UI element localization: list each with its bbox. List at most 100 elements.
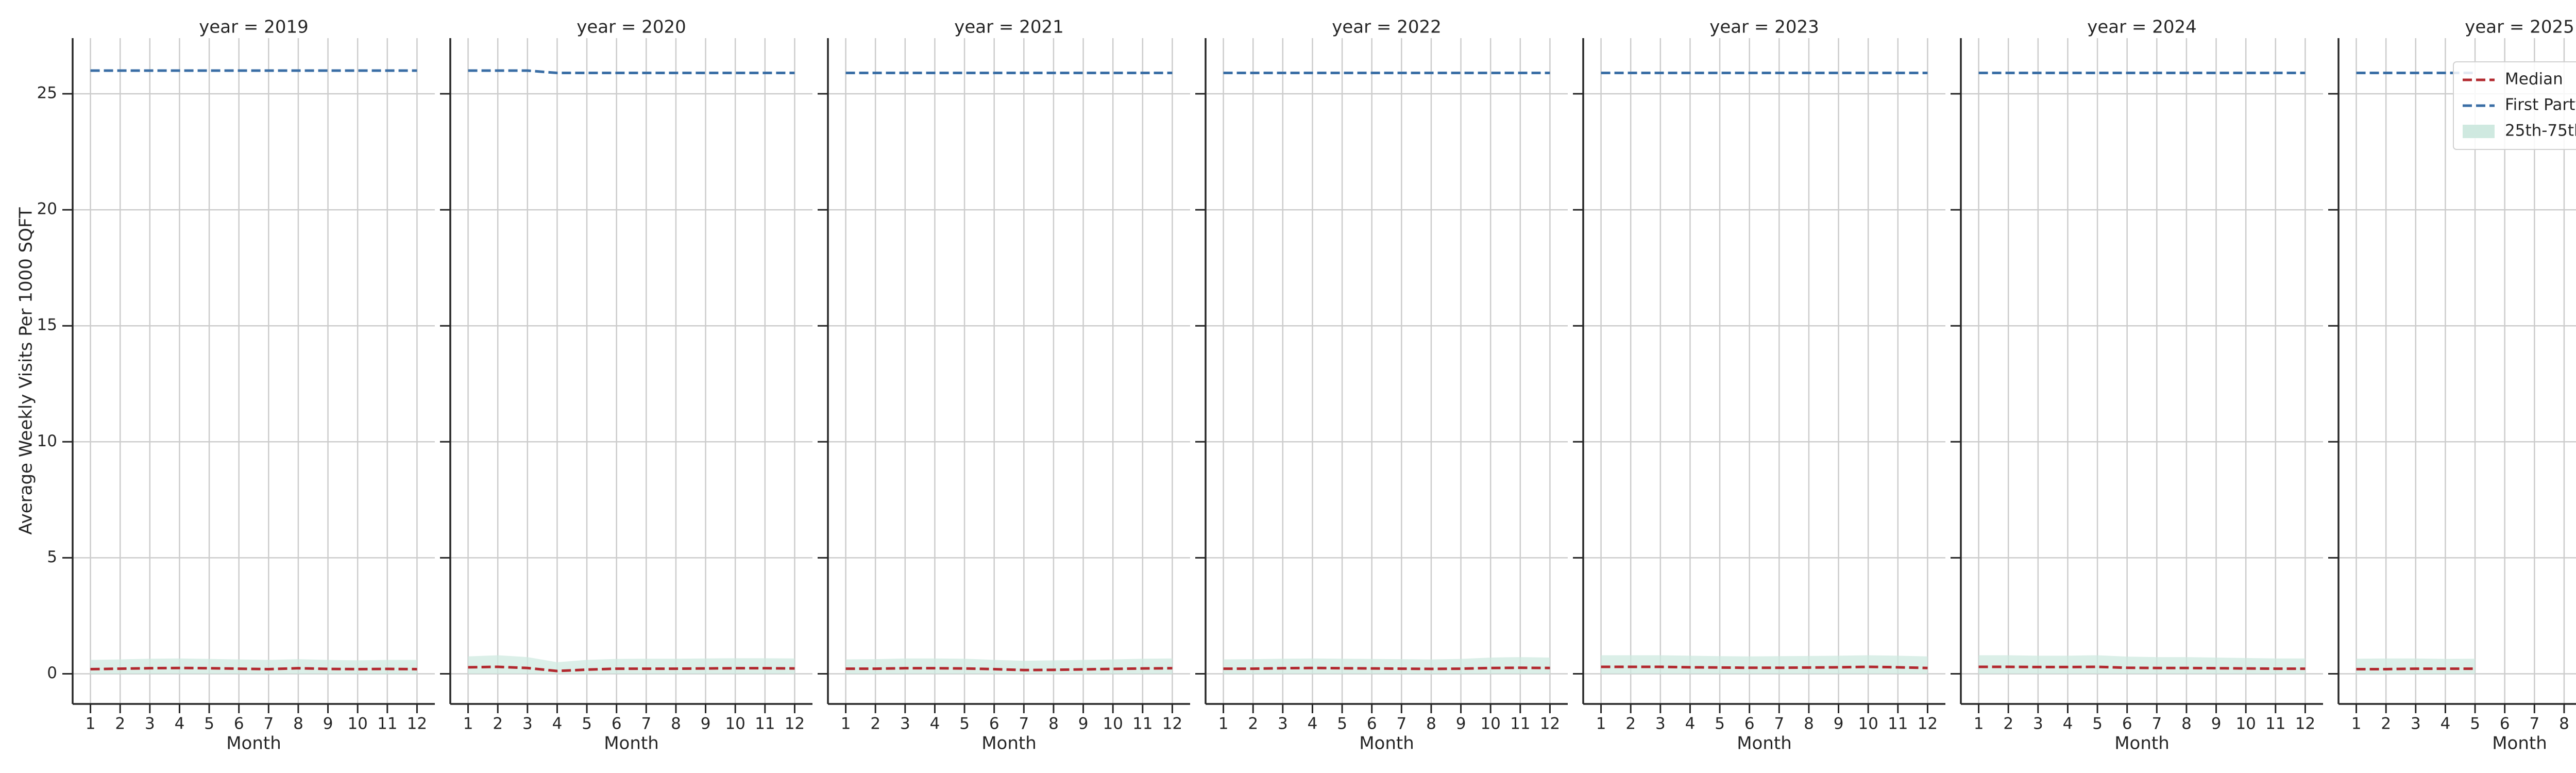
x-axis-label: Month (1359, 733, 1414, 754)
x-tick-label: 12 (1162, 715, 1182, 733)
x-tick-label: 12 (785, 715, 805, 733)
x-tick-label: 7 (641, 715, 651, 733)
x-tick-label: 6 (234, 715, 244, 733)
x-tick-label: 9 (701, 715, 711, 733)
x-tick-label: 7 (1774, 715, 1784, 733)
x-tick-label: 9 (323, 715, 333, 733)
line (468, 665, 795, 673)
x-tick-label: 9 (1078, 715, 1089, 733)
x-tick-label: 3 (522, 715, 533, 733)
x-tick-label: 4 (930, 715, 940, 733)
y-tick-label: 10 (37, 432, 57, 450)
x-tick-label: 6 (612, 715, 622, 733)
x-tick-label: 9 (1834, 715, 1844, 733)
x-tick-label: 5 (1715, 715, 1725, 733)
y-axis-label: Average Weekly Visits Per 1000 SQFT (16, 207, 37, 535)
x-tick-label: 1 (463, 715, 473, 733)
percentile-band (90, 658, 417, 674)
x-tick-label: 2 (1248, 715, 1258, 733)
x-tick-label: 8 (671, 715, 681, 733)
x-tick-label: 2 (115, 715, 125, 733)
x-tick-label: 1 (1596, 715, 1606, 733)
y-tick-label: 0 (47, 664, 57, 682)
x-tick-label: 10 (347, 715, 367, 733)
line (1601, 665, 1928, 669)
x-tick-label: 7 (2151, 715, 2162, 733)
percentile-band (2356, 658, 2476, 674)
x-tick-label: 4 (1308, 715, 1318, 733)
y-tick-label: 25 (37, 84, 57, 103)
x-tick-label: 5 (204, 715, 214, 733)
x-axis-label: Month (981, 733, 1037, 754)
panel-title: year = 2023 (1709, 17, 1819, 38)
x-tick-label: 3 (900, 715, 910, 733)
x-tick-label: 7 (263, 715, 274, 733)
x-tick-label: 9 (1456, 715, 1466, 733)
x-tick-label: 5 (582, 715, 592, 733)
x-tick-label: 3 (1655, 715, 1666, 733)
x-tick-label: 6 (1367, 715, 1377, 733)
legend-swatch (2463, 125, 2495, 138)
x-tick-label: 4 (2063, 715, 2073, 733)
x-tick-label: 12 (1540, 715, 1560, 733)
x-tick-label: 5 (959, 715, 970, 733)
panel-title: year = 2021 (954, 17, 1063, 38)
legend-label: First Party Median (2505, 96, 2576, 114)
percentile-band (1978, 655, 2306, 674)
x-tick-label: 11 (2265, 715, 2285, 733)
x-tick-label: 8 (2181, 715, 2192, 733)
x-tick-label: 4 (2441, 715, 2451, 733)
x-tick-label: 11 (1888, 715, 1908, 733)
percentile-band (1601, 655, 1928, 674)
x-tick-label: 4 (175, 715, 185, 733)
x-tick-label: 1 (841, 715, 851, 733)
x-tick-label: 3 (2411, 715, 2421, 733)
x-tick-label: 11 (377, 715, 397, 733)
y-tick-label: 5 (47, 548, 57, 566)
legend: Median First Party Median 25th-75th Percen… (2453, 61, 2576, 150)
x-tick-label: 4 (1685, 715, 1696, 733)
x-tick-label: 7 (1019, 715, 1029, 733)
x-tick-label: 1 (1974, 715, 1984, 733)
percentile-band (468, 655, 795, 674)
line (1978, 665, 2306, 670)
line (90, 666, 417, 670)
x-axis-label: Month (2492, 733, 2547, 754)
y-tick-label: 15 (37, 316, 57, 334)
x-tick-label: 2 (870, 715, 880, 733)
x-tick-label: 8 (1804, 715, 1814, 733)
legend-label: Median (2505, 70, 2563, 89)
x-tick-label: 8 (1426, 715, 1436, 733)
x-tick-label: 11 (755, 715, 775, 733)
x-tick-label: 6 (2500, 715, 2510, 733)
x-tick-label: 3 (2033, 715, 2043, 733)
panel-title: year = 2019 (199, 17, 308, 38)
x-tick-label: 2 (2003, 715, 2013, 733)
panel-title: year = 2022 (1332, 17, 1441, 38)
x-tick-label: 1 (2351, 715, 2362, 733)
x-axis-label: Month (604, 733, 659, 754)
x-axis-label: Month (1737, 733, 1792, 754)
x-tick-label: 5 (2092, 715, 2103, 733)
x-tick-label: 7 (2529, 715, 2539, 733)
line (1223, 666, 1550, 670)
x-tick-label: 10 (2235, 715, 2256, 733)
x-tick-label: 2 (493, 715, 503, 733)
x-tick-label: 12 (407, 715, 427, 733)
x-tick-label: 12 (2295, 715, 2315, 733)
x-tick-label: 6 (2122, 715, 2132, 733)
panel-title: year = 2025 (2465, 17, 2574, 38)
x-tick-label: 1 (1218, 715, 1229, 733)
x-tick-label: 10 (1858, 715, 1878, 733)
x-tick-label: 5 (1337, 715, 1347, 733)
panel-title: year = 2024 (2087, 17, 2196, 38)
legend-label: 25th-75th Percentile (2505, 122, 2576, 140)
x-tick-label: 1 (86, 715, 96, 733)
x-tick-label: 6 (1744, 715, 1755, 733)
percentile-band (845, 658, 1173, 674)
x-tick-label: 10 (1480, 715, 1500, 733)
x-tick-label: 3 (1278, 715, 1288, 733)
percentile-band (1223, 657, 1550, 674)
x-tick-label: 11 (1132, 715, 1153, 733)
